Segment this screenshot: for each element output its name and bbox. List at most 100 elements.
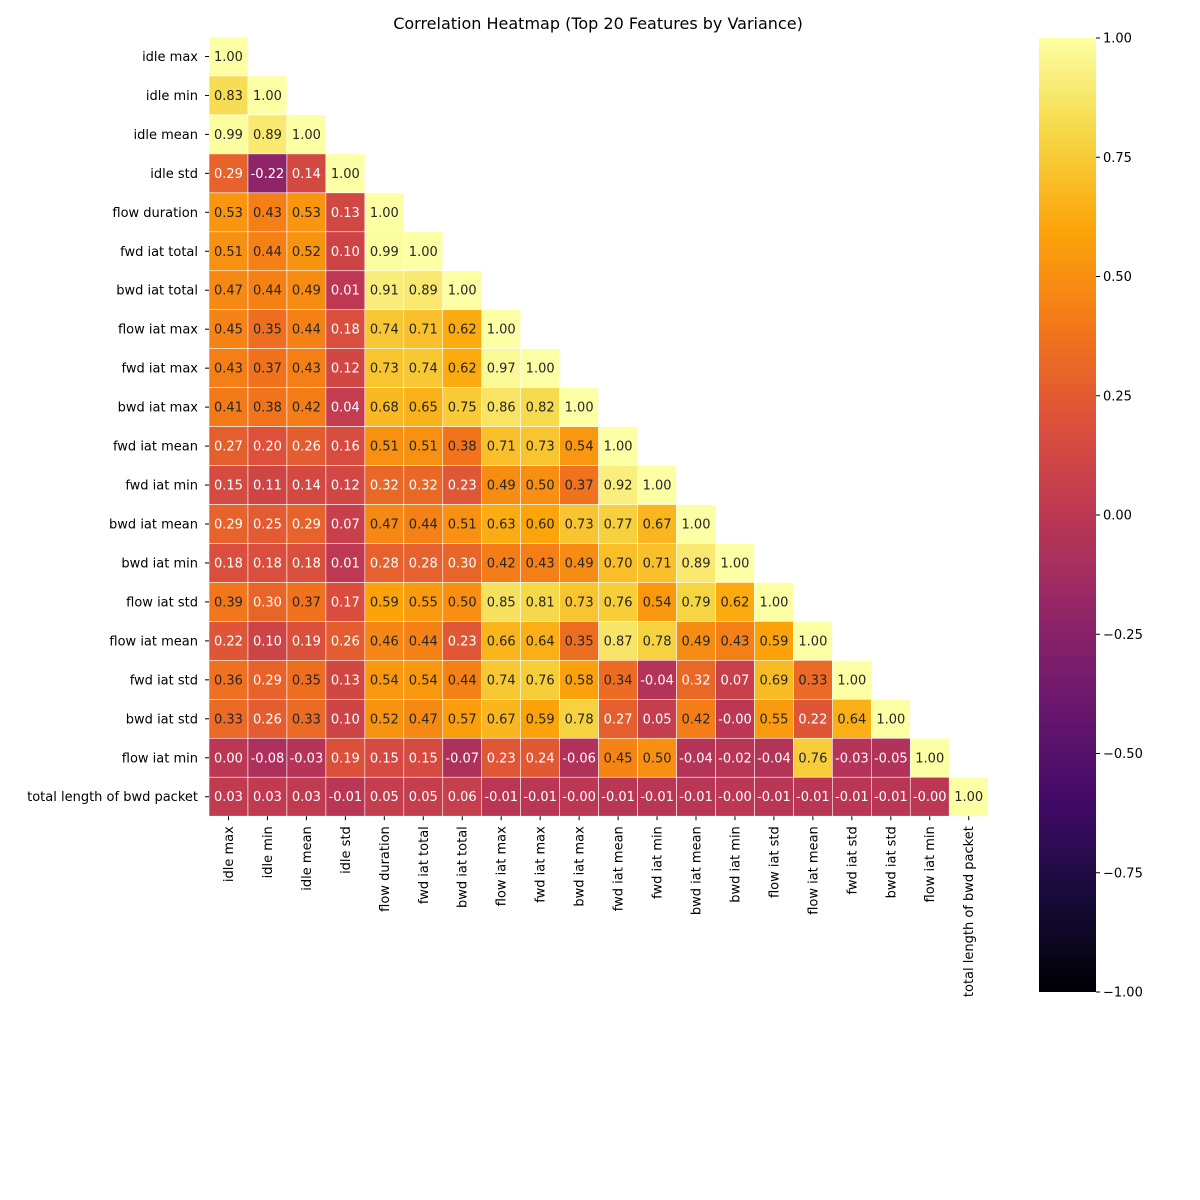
x-axis-tick-label: idle std (339, 826, 354, 874)
heatmap-cell (403, 387, 444, 427)
cell-value-label: 0.01 (331, 556, 360, 571)
heatmap-cell (637, 776, 677, 817)
cell-value-label: 0.37 (565, 479, 594, 494)
heatmap-cell (403, 737, 444, 778)
cell-value-label: 0.38 (253, 401, 282, 416)
cell-value-label: 0.38 (448, 440, 477, 455)
cell-value-label: 0.60 (526, 518, 555, 533)
cell-value-label: 0.87 (604, 634, 633, 649)
cell-value-label: 0.85 (487, 595, 516, 610)
heatmap-cell (247, 582, 288, 622)
heatmap-cell (325, 465, 366, 505)
heatmap-cell (598, 582, 638, 622)
cell-value-label: -0.00 (718, 790, 752, 805)
heatmap-cell (325, 348, 366, 388)
cell-value-label: 1.00 (604, 440, 633, 455)
cell-value-label: 1.00 (448, 284, 477, 299)
x-axis-tick-label: flow duration (378, 826, 393, 912)
heatmap-cell (832, 737, 872, 778)
colorbar-tick-label: 0.75 (1103, 151, 1132, 166)
cell-value-label: 0.62 (720, 595, 749, 610)
cell-value-label: 0.01 (331, 284, 360, 299)
heatmap-cell (325, 504, 366, 544)
cell-value-label: 1.00 (954, 790, 983, 805)
cell-value-label: 0.18 (292, 556, 321, 571)
heatmap-cell (286, 465, 327, 505)
cell-value-label: 0.49 (292, 284, 321, 299)
heatmap-cell (715, 776, 755, 817)
y-axis-tick-label: flow duration (112, 206, 198, 221)
cell-value-label: 0.74 (370, 323, 399, 338)
cell-value-label: 0.43 (720, 634, 749, 649)
x-axis-tick-label: fwd iat std (845, 826, 860, 894)
heatmap-cell (715, 699, 755, 739)
heatmap-cell (325, 543, 366, 583)
y-axis-tick-label: bwd iat mean (109, 518, 198, 533)
cell-value-label: 0.67 (487, 712, 516, 727)
heatmap-cell (520, 776, 560, 817)
heatmap-cell (754, 582, 794, 622)
cell-value-label: -0.22 (251, 167, 285, 182)
cell-value-label: 0.00 (214, 751, 243, 766)
cell-value-label: 0.03 (253, 790, 282, 805)
cell-value-label: 0.37 (292, 595, 321, 610)
heatmap-cell (208, 504, 249, 544)
heatmap-cell (793, 660, 833, 700)
cell-value-label: -0.01 (640, 790, 674, 805)
cell-value-label: -0.08 (251, 751, 285, 766)
cell-value-label: 0.58 (565, 673, 594, 688)
heatmap-cell (208, 776, 249, 817)
cell-value-label: 0.54 (409, 673, 438, 688)
y-axis-tick-label: fwd iat std (130, 673, 198, 688)
cell-value-label: -0.03 (290, 751, 324, 766)
cell-value-label: 0.35 (292, 673, 321, 688)
cell-value-label: -0.01 (835, 790, 869, 805)
cell-value-label: 1.00 (214, 50, 243, 65)
cell-value-label: -0.01 (796, 790, 830, 805)
heatmap-cell (559, 387, 599, 427)
cell-value-label: -0.06 (562, 751, 596, 766)
y-axis-tick-label: idle max (142, 50, 198, 65)
heatmap-cell (208, 36, 249, 77)
heatmap-cell (364, 543, 405, 583)
heatmap-cell (325, 270, 366, 311)
heatmap-cell (325, 426, 366, 466)
heatmap-cell (442, 776, 483, 817)
cell-value-label: 0.73 (565, 518, 594, 533)
heatmap-cell (247, 192, 288, 233)
heatmap-cell (832, 776, 872, 817)
heatmap-cell (598, 660, 638, 700)
heatmap-cell (325, 231, 366, 272)
heatmap-cell (559, 737, 599, 778)
cell-value-label: 0.47 (214, 284, 243, 299)
heatmap-cell (325, 153, 366, 194)
x-axis-tick-label: bwd iat max (573, 826, 588, 907)
cell-value-label: 0.59 (759, 634, 788, 649)
cell-value-label: 0.83 (214, 89, 243, 104)
cell-value-label: 0.46 (370, 634, 399, 649)
heatmap-cell (520, 660, 560, 700)
cell-value-label: 0.13 (331, 206, 360, 221)
heatmap-cell (637, 465, 677, 505)
heatmap-cell (598, 699, 638, 739)
cell-value-label: 0.32 (370, 479, 399, 494)
cell-value-label: 0.64 (526, 634, 555, 649)
heatmap-cell (247, 75, 288, 116)
heatmap-cell (247, 737, 288, 778)
cell-value-label: 0.10 (331, 245, 360, 260)
cell-value-label: 1.00 (837, 673, 866, 688)
heatmap-cell (481, 737, 521, 778)
cell-value-label: -0.04 (640, 673, 674, 688)
heatmap-cell (208, 621, 249, 661)
cell-value-label: 0.47 (409, 712, 438, 727)
cell-value-label: 0.26 (331, 634, 360, 649)
heatmap-cell (403, 504, 444, 544)
heatmap-cell (286, 504, 327, 544)
cell-value-label: 0.54 (643, 595, 672, 610)
cell-value-label: 0.20 (253, 440, 282, 455)
cell-value-label: 0.28 (409, 556, 438, 571)
cell-value-label: 0.42 (682, 712, 711, 727)
heatmap-cell (208, 114, 249, 155)
heatmap-cell (208, 348, 249, 388)
